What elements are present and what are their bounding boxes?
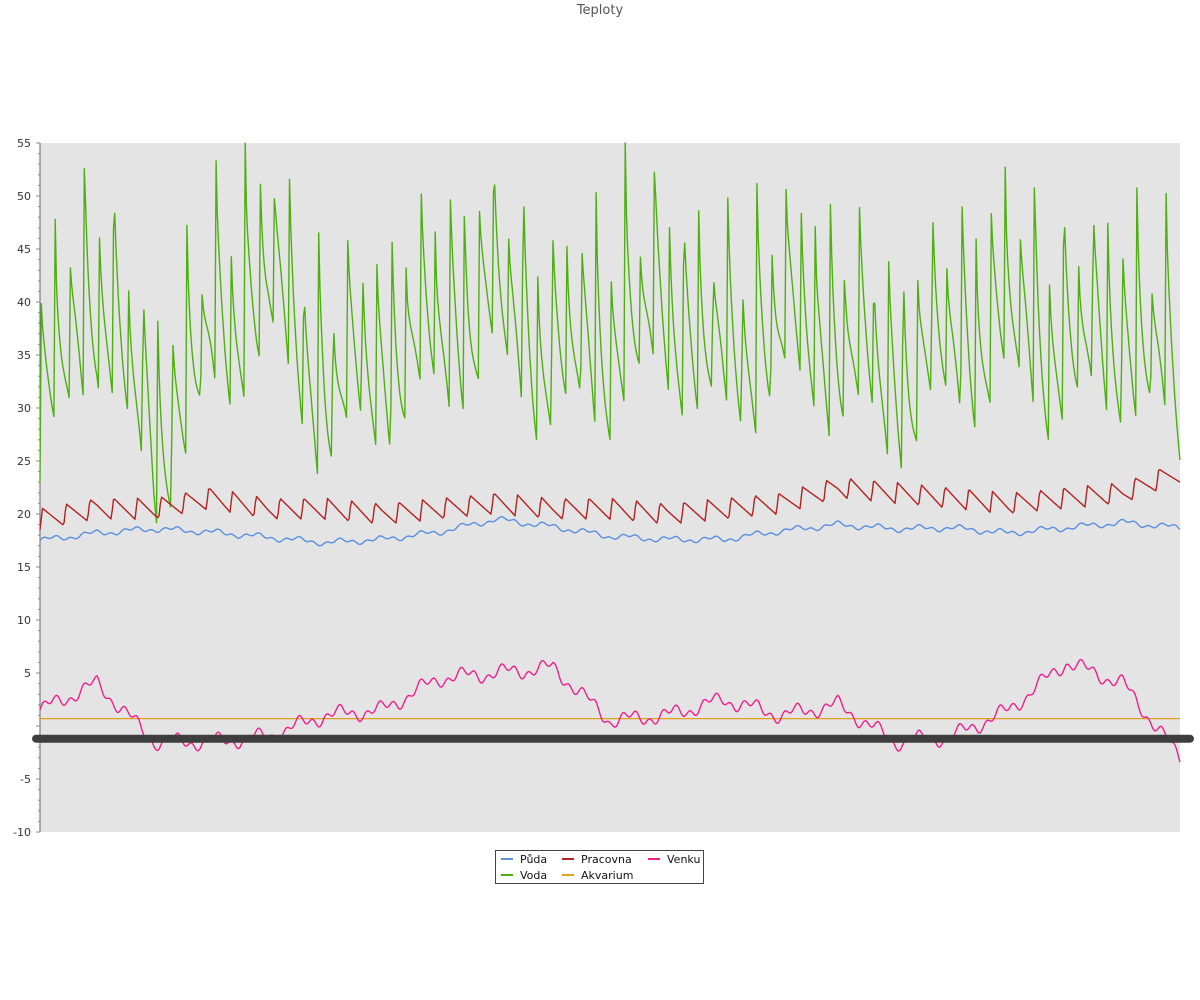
series-line-puda [39,516,1181,547]
legend-item-pracovna: Pracovna [562,853,632,866]
legend-item-venku: Venku [648,853,700,866]
legend-label-akvarium: Akvarium [581,869,634,882]
legend-swatch-pracovna [562,858,574,860]
legend-label-puda: Půda [520,853,548,866]
y-tick-label: 35 [17,349,31,362]
y-tick-label: 30 [17,402,31,415]
y-tick-label: 55 [17,137,31,150]
y-tick-label: -10 [13,826,31,839]
legend-label-venku: Venku [667,853,701,866]
legend-label-voda: Voda [520,869,548,882]
y-tick-label: 15 [17,561,31,574]
y-tick-label: 45 [17,243,31,256]
y-tick-label: 20 [17,508,31,521]
y-tick-label: -5 [20,773,31,786]
legend-item-akvarium: Akvarium [562,869,633,882]
series-line-voda [39,142,1181,524]
legend: Půda Voda Pracovna Akvarium Venku [495,850,704,884]
chart-title: Teploty [576,3,624,18]
y-tick-label: 10 [17,614,31,627]
y-axis: -10 -5 5 10 15 20 25 30 35 40 45 50 55 [13,137,41,839]
legend-swatch-puda [501,858,513,860]
legend-swatch-voda [501,874,513,876]
legend-item-puda: Půda [501,853,547,866]
legend-swatch-venku [648,858,660,860]
legend-item-voda: Voda [501,869,547,882]
y-tick-label: 40 [17,296,31,309]
plot-area [40,143,1180,832]
y-tick-label: 5 [24,667,31,680]
series-line-pracovna [39,468,1181,530]
y-tick-label: 25 [17,455,31,468]
legend-label-pracovna: Pracovna [581,853,632,866]
y-tick-label: 50 [17,190,31,203]
legend-swatch-akvarium [562,874,574,876]
